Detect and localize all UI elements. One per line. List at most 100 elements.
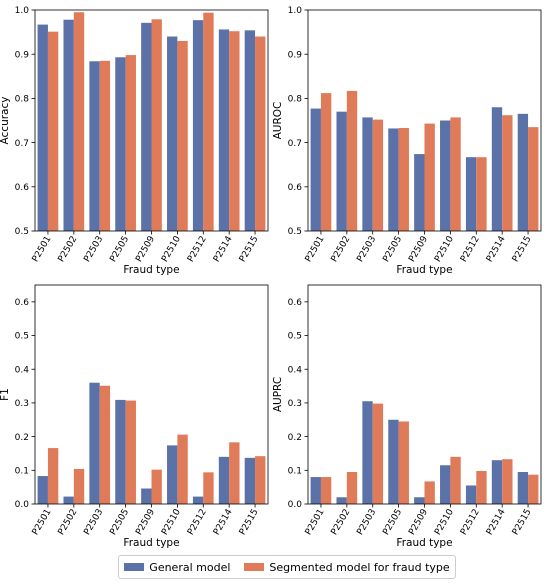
bar-p2502-segmented [73, 468, 85, 504]
bar-p2502-general [336, 497, 347, 504]
bar-p2512-segmented [203, 472, 214, 504]
x-tick-label: P2510 [433, 507, 456, 537]
legend-swatch-segmented [244, 563, 265, 571]
bar-p2509-general [141, 488, 152, 504]
bar-p2510-general [440, 465, 451, 504]
chart-panel-accuracy: P2501 P2502 P2503 P2505 P2509 P2510 P2512 P2514… [0, 6, 269, 276]
y-tick-label: 0.5 [15, 227, 29, 237]
y-tick-label: 0.1 [15, 467, 29, 477]
x-tick-label: P2505 [381, 508, 404, 538]
x-tick-label: P2512 [459, 235, 482, 265]
bar-p2509-general [414, 154, 425, 231]
y-tick-label: 0.2 [15, 433, 29, 443]
bar-p2502-segmented [73, 12, 85, 231]
bar-p2505-general [388, 419, 399, 504]
bar-p2515-general [517, 113, 529, 231]
bar-p2515-segmented [255, 36, 266, 231]
x-tick-label: P2514 [485, 234, 508, 264]
axes-frame [307, 284, 542, 505]
bar-p2505-segmented [125, 55, 136, 231]
y-tick-label: 0.6 [288, 183, 303, 193]
bar-p2510-general [167, 36, 178, 231]
bar-p2515-general [244, 30, 256, 231]
bar-p2505-general [115, 57, 126, 231]
bar-p2512-segmented [476, 470, 487, 504]
bar-p2505-general [388, 128, 399, 231]
x-tick-label: P2514 [212, 234, 235, 264]
y-tick-label: 0.7 [288, 139, 302, 149]
bar-p2503-general [89, 382, 100, 504]
chart-panel-auprc: P2501 P2502 P2503 P2505 P2509 P2510 P2512 P2514… [272, 284, 542, 549]
legend-item-general: General model [124, 561, 230, 574]
y-tick-label: 0.3 [288, 399, 302, 409]
bar-p2512-general [192, 496, 204, 504]
y-tick-label: 0.5 [288, 227, 302, 237]
bar-p2510-segmented [177, 434, 188, 504]
bar-p2501-general [37, 24, 48, 232]
x-tick-label: P2510 [160, 234, 183, 264]
bar-p2512-segmented [476, 157, 487, 231]
y-tick-label: 0.6 [15, 183, 30, 193]
x-tick-label: P2501 [304, 508, 327, 538]
axes-frame [34, 9, 269, 232]
bar-p2501-segmented [47, 448, 59, 504]
bar-p2501-general [310, 108, 321, 231]
bar-p2502-segmented [346, 90, 358, 231]
x-tick-label: P2505 [108, 235, 131, 265]
x-axis-label: Fraud type [123, 264, 179, 276]
x-axis-label: Fraud type [396, 537, 452, 549]
bar-p2510-segmented [450, 117, 461, 231]
bar-p2501-segmented [320, 477, 332, 504]
y-tick-label: 0.4 [15, 365, 30, 375]
bar-p2514-general [491, 460, 503, 504]
y-tick-label: 0.4 [288, 365, 303, 375]
bar-p2514-general [218, 456, 230, 504]
y-tick-label: 0.6 [15, 298, 30, 308]
bar-p2512-general [465, 157, 477, 231]
axes-frame [307, 9, 542, 232]
bar-p2503-general [362, 401, 373, 504]
x-tick-label: P2502 [330, 508, 353, 538]
x-tick-label: P2512 [186, 508, 209, 538]
x-tick-label: P2502 [330, 235, 353, 265]
x-tick-label: P2509 [134, 507, 157, 537]
y-tick-label: 0.8 [288, 95, 303, 105]
x-tick-label: P2505 [108, 508, 131, 538]
legend-label-general: General model [149, 560, 231, 574]
x-tick-label: P2515 [511, 508, 534, 538]
y-axis-label: AUPRC [272, 377, 284, 412]
x-tick-label: P2509 [407, 234, 430, 264]
x-tick-label: P2502 [57, 508, 80, 538]
x-tick-label: P2502 [57, 235, 80, 265]
bar-p2515-segmented [255, 456, 266, 504]
bar-p2503-segmented [99, 385, 111, 504]
x-tick-label: P2501 [304, 235, 327, 265]
y-axis-label: F1 [0, 388, 11, 401]
y-tick-label: 0.5 [288, 332, 302, 342]
axes-frame [34, 284, 269, 505]
y-tick-label: 0.2 [288, 433, 302, 443]
x-tick-label: P2512 [186, 235, 209, 265]
bar-p2503-general [362, 117, 373, 231]
bar-p2514-segmented [229, 31, 240, 231]
bar-p2509-general [141, 22, 152, 232]
y-tick-label: 0.9 [15, 50, 30, 60]
x-tick-label: P2503 [355, 508, 378, 538]
bar-p2509-segmented [151, 19, 162, 232]
bar-p2509-segmented [424, 481, 435, 504]
y-tick-label: 0.1 [288, 467, 302, 477]
x-tick-label: P2505 [381, 235, 404, 265]
x-tick-label: P2510 [433, 234, 456, 264]
x-tick-label: P2503 [82, 235, 105, 265]
bar-p2514-segmented [229, 442, 240, 504]
legend-item-segmented: Segmented model for fraud type [244, 561, 450, 574]
x-tick-label: P2503 [355, 235, 378, 265]
x-tick-label: P2515 [238, 508, 261, 538]
x-axis-label: Fraud type [396, 264, 452, 276]
y-tick-label: 0.3 [15, 399, 29, 409]
bar-p2515-general [244, 457, 256, 504]
bar-p2501-general [310, 477, 321, 504]
x-tick-label: P2503 [82, 508, 105, 538]
y-tick-label: 0.6 [288, 298, 303, 308]
chart-panel-auroc: P2501 P2502 P2503 P2505 P2509 P2510 P2512 P2514… [272, 6, 542, 276]
